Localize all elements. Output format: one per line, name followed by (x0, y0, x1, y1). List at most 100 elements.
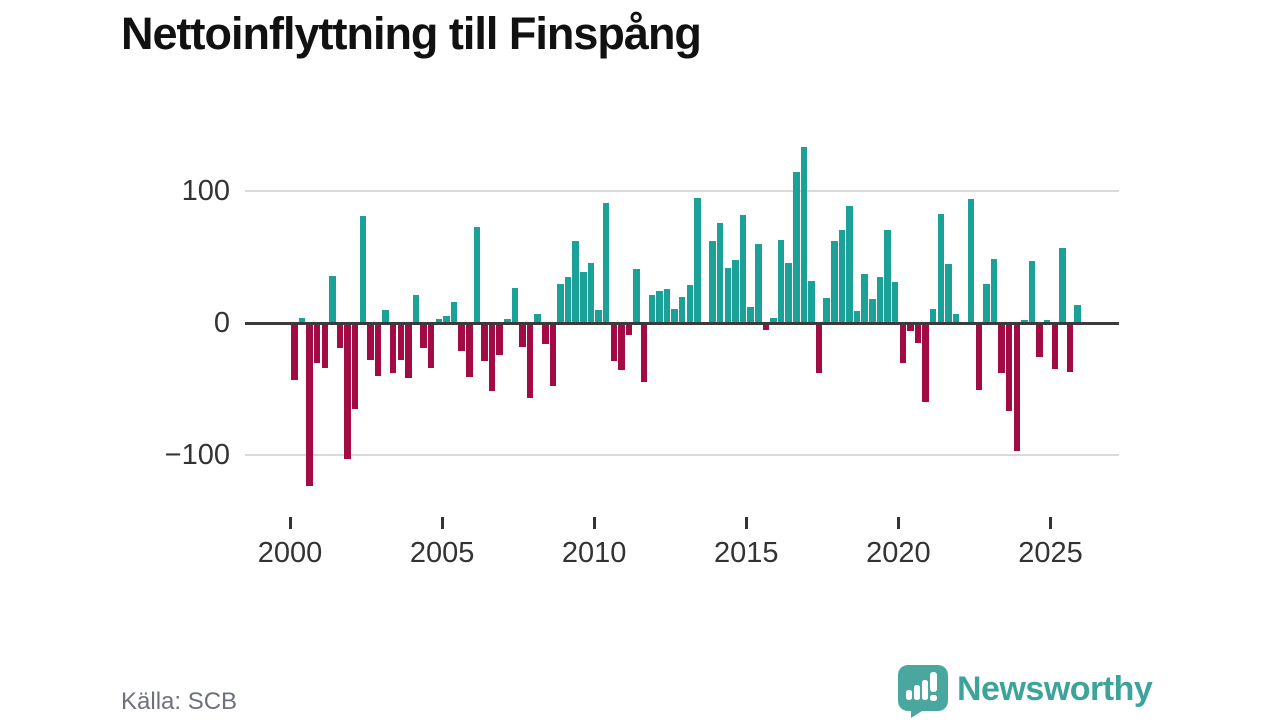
bar-2021Q4[interactable] (952, 313, 960, 323)
bar-2013Q2[interactable] (694, 198, 701, 323)
bar-2023Q2[interactable] (998, 323, 1005, 373)
bar-2002Q2[interactable] (359, 216, 366, 323)
bar-2001Q1[interactable] (321, 323, 328, 368)
bar-2004Q4[interactable] (435, 319, 442, 323)
bar-2017Q2[interactable] (815, 323, 823, 373)
bar-2025Q1[interactable] (1051, 323, 1058, 370)
bar-2022Q4[interactable] (983, 283, 990, 323)
bar-2015Q3[interactable] (762, 323, 770, 330)
bar-2018Q3[interactable] (853, 311, 861, 323)
bar-2001Q3[interactable] (336, 323, 344, 348)
bar-2014Q3[interactable] (732, 259, 739, 323)
bar-2004Q2[interactable] (420, 323, 427, 348)
bar-2011Q1[interactable] (625, 323, 633, 335)
bar-2008Q2[interactable] (542, 323, 549, 345)
bar-2013Q4[interactable] (709, 241, 716, 323)
bar-2009Q4[interactable] (587, 262, 595, 323)
bar-2000Q3[interactable] (306, 323, 313, 487)
bar-2008Q1[interactable] (534, 313, 541, 323)
bar-2014Q2[interactable] (724, 267, 731, 323)
bar-2010Q2[interactable] (602, 203, 610, 323)
bar-2014Q1[interactable] (716, 223, 724, 323)
bar-2018Q2[interactable] (846, 205, 853, 323)
bar-2025Q3[interactable] (1066, 323, 1074, 372)
bar-2001Q4[interactable] (344, 323, 351, 459)
bar-2009Q1[interactable] (564, 276, 572, 323)
bar-2019Q2[interactable] (876, 276, 884, 323)
bar-2021Q3[interactable] (945, 263, 952, 323)
bar-2023Q4[interactable] (1013, 323, 1020, 451)
bar-2010Q3[interactable] (610, 323, 617, 362)
bar-2006Q1[interactable] (473, 226, 481, 323)
newsworthy-logo[interactable]: Newsworthy (897, 664, 1153, 718)
bar-2009Q2[interactable] (572, 241, 579, 323)
bar-2006Q2[interactable] (481, 323, 488, 362)
bar-2015Q4[interactable] (770, 317, 777, 323)
bar-2018Q1[interactable] (838, 229, 846, 323)
bar-2020Q2[interactable] (907, 323, 914, 331)
bar-2011Q4[interactable] (648, 295, 655, 323)
bar-2014Q4[interactable] (739, 215, 747, 323)
bar-2017Q3[interactable] (823, 298, 830, 323)
bar-2024Q2[interactable] (1028, 261, 1036, 323)
bar-2020Q3[interactable] (914, 323, 922, 343)
bar-2005Q2[interactable] (450, 301, 458, 323)
bar-2002Q4[interactable] (374, 323, 382, 376)
bar-2000Q4[interactable] (313, 323, 321, 363)
bar-2002Q1[interactable] (351, 323, 359, 409)
bar-2005Q3[interactable] (458, 323, 465, 351)
bar-2003Q1[interactable] (382, 309, 389, 323)
bar-2007Q4[interactable] (526, 323, 534, 398)
bar-2022Q3[interactable] (975, 323, 982, 391)
bar-2025Q2[interactable] (1059, 248, 1066, 323)
bar-2004Q1[interactable] (412, 295, 420, 323)
bar-2022Q2[interactable] (967, 199, 975, 323)
bar-2006Q3[interactable] (488, 323, 496, 392)
bar-2019Q1[interactable] (869, 299, 876, 323)
bar-2012Q2[interactable] (663, 288, 671, 323)
bar-2010Q4[interactable] (618, 323, 625, 371)
bar-2017Q4[interactable] (831, 241, 838, 323)
bar-2016Q2[interactable] (785, 262, 792, 323)
bar-2006Q4[interactable] (496, 323, 503, 355)
bar-2001Q2[interactable] (329, 275, 336, 323)
bar-2012Q4[interactable] (678, 296, 686, 323)
bar-2011Q2[interactable] (633, 269, 640, 323)
bar-2020Q4[interactable] (922, 323, 929, 402)
bar-2003Q4[interactable] (405, 323, 412, 379)
bar-2005Q4[interactable] (466, 323, 473, 377)
bar-2003Q3[interactable] (397, 323, 404, 360)
bar-2008Q4[interactable] (557, 283, 564, 323)
bar-2007Q2[interactable] (511, 287, 519, 323)
bar-2002Q3[interactable] (367, 323, 374, 360)
bar-2016Q4[interactable] (800, 146, 808, 323)
bar-2021Q2[interactable] (937, 213, 944, 323)
bar-2003Q2[interactable] (389, 323, 397, 373)
bar-2008Q3[interactable] (549, 323, 557, 387)
bar-2023Q3[interactable] (1005, 323, 1013, 412)
bar-2012Q1[interactable] (656, 291, 663, 323)
bar-2018Q4[interactable] (861, 274, 868, 323)
bar-2000Q1[interactable] (291, 323, 298, 380)
bar-2009Q3[interactable] (580, 271, 587, 323)
bar-2021Q1[interactable] (929, 308, 937, 323)
bar-2019Q3[interactable] (884, 229, 891, 323)
bar-2013Q1[interactable] (686, 284, 693, 323)
bar-2015Q1[interactable] (747, 307, 754, 323)
bar-2020Q1[interactable] (899, 323, 906, 363)
bar-2016Q3[interactable] (793, 171, 800, 323)
bar-2023Q1[interactable] (990, 258, 998, 323)
bar-2016Q1[interactable] (777, 240, 785, 323)
bar-2007Q3[interactable] (519, 323, 526, 347)
bar-2024Q3[interactable] (1036, 323, 1043, 358)
bar-2007Q1[interactable] (504, 319, 511, 323)
bar-2010Q1[interactable] (595, 309, 602, 323)
bar-2017Q1[interactable] (808, 280, 815, 323)
bar-2015Q2[interactable] (755, 244, 762, 323)
bar-2011Q3[interactable] (640, 323, 648, 383)
bar-2005Q1[interactable] (443, 316, 450, 323)
bar-2012Q3[interactable] (671, 308, 678, 323)
bar-2004Q3[interactable] (427, 323, 435, 368)
bar-2025Q4[interactable] (1074, 304, 1081, 323)
bar-2019Q4[interactable] (891, 282, 899, 323)
